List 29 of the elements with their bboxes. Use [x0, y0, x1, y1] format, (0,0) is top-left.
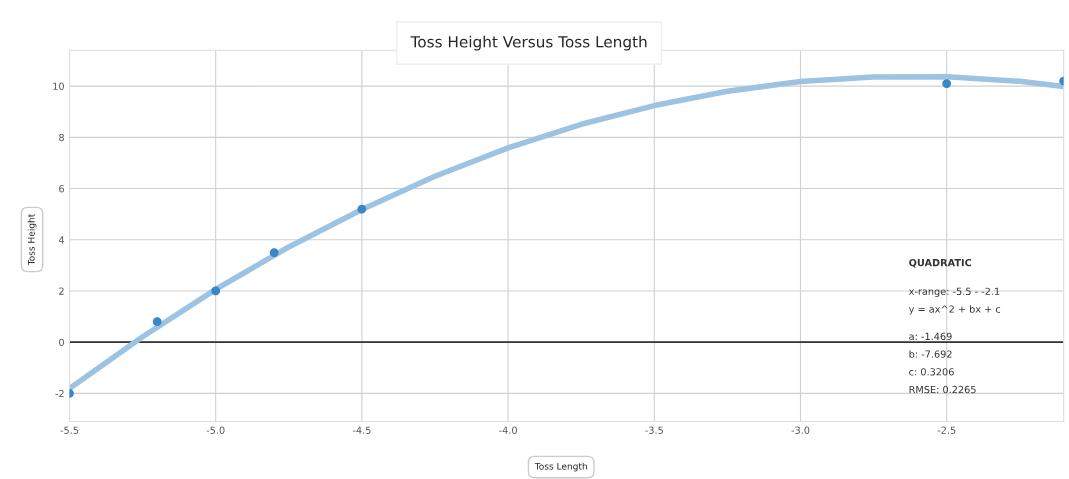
x-tick-label: -3.0: [791, 426, 810, 434]
chart-title: Toss Height Versus Toss Length: [410, 35, 647, 51]
y-tick-label: 10: [53, 82, 64, 90]
annotation: x-range: -5.5 - -2.1: [908, 287, 1000, 297]
y-tick-label: -2: [55, 389, 64, 398]
y-tick-label: 8: [59, 133, 64, 142]
annotation: a: -1.469: [909, 332, 952, 341]
x-tick-label: -5.0: [206, 426, 225, 434]
annotation: QUADRATIC: [909, 258, 972, 268]
point: [942, 79, 952, 88]
y-axis-title: Toss Height: [27, 213, 37, 266]
annotation: b: -7.692: [909, 350, 952, 358]
x-tick-label: -4.0: [499, 426, 517, 434]
x-tick-label: -4.5: [352, 426, 371, 434]
y-tick-label: 4: [58, 236, 65, 244]
point: [152, 317, 162, 327]
x-tick-label: -3.5: [645, 426, 663, 434]
x-tick-label: -2.5: [937, 426, 956, 434]
point: [269, 248, 279, 257]
point: [357, 204, 367, 214]
y-tick-label: 2: [59, 287, 64, 295]
annotation: RMSE: 0.2265: [909, 385, 976, 394]
annotation: y = ax^2 + bx + c: [908, 305, 1001, 315]
x-axis-title: Toss Length: [534, 462, 587, 472]
y-tick-label: 0: [59, 338, 64, 346]
annotation: c: 0.3206: [909, 368, 954, 376]
point: [211, 286, 221, 296]
x-tick-label: -5.5: [60, 426, 79, 434]
y-tick-label: 6: [59, 185, 65, 193]
